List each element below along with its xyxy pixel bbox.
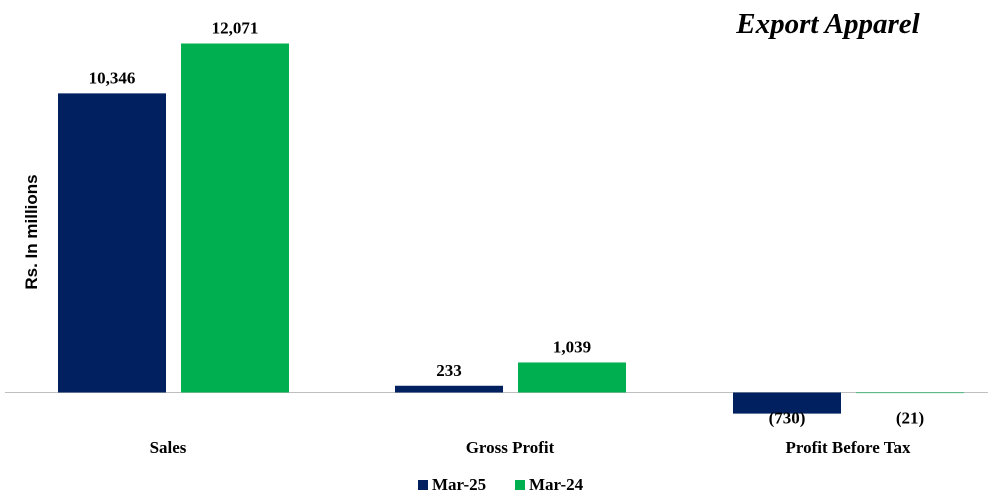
legend-label-mar-24: Mar-24: [529, 475, 584, 494]
category-label-1: Gross Profit: [466, 438, 555, 457]
category-label-0: Sales: [150, 438, 187, 457]
bar-mar-25-0: [58, 93, 166, 393]
bar-mar-25-1: [395, 385, 503, 393]
category-label-2: Profit Before Tax: [786, 438, 911, 457]
value-label-group: 10,346 233 (730) 12,071 1,039 (21): [89, 19, 925, 428]
bar-mar-24-2: [856, 392, 964, 394]
bar-mar-24-0: [181, 43, 289, 393]
legend: Mar-25 Mar-24: [418, 475, 584, 494]
bar-mar-24-1: [518, 362, 626, 393]
data-label-mar-25-2: (730): [769, 409, 806, 428]
legend-label-mar-25: Mar-25: [432, 475, 486, 494]
category-label-group: Sales Gross Profit Profit Before Tax: [150, 438, 911, 457]
data-label-mar-25-1: 233: [436, 361, 462, 380]
y-axis-label: Rs. In millions: [22, 174, 41, 289]
legend-swatch-mar-24: [515, 480, 525, 490]
bar-mar-25-2: [733, 392, 841, 414]
data-label-mar-24-1: 1,039: [553, 337, 591, 356]
data-label-mar-25-0: 10,346: [89, 68, 136, 87]
bar-group: [58, 43, 964, 414]
chart-title: Export Apparel: [735, 8, 920, 40]
data-label-mar-24-2: (21): [896, 409, 924, 428]
data-label-mar-24-0: 12,071: [212, 19, 259, 38]
legend-swatch-mar-25: [418, 480, 428, 490]
